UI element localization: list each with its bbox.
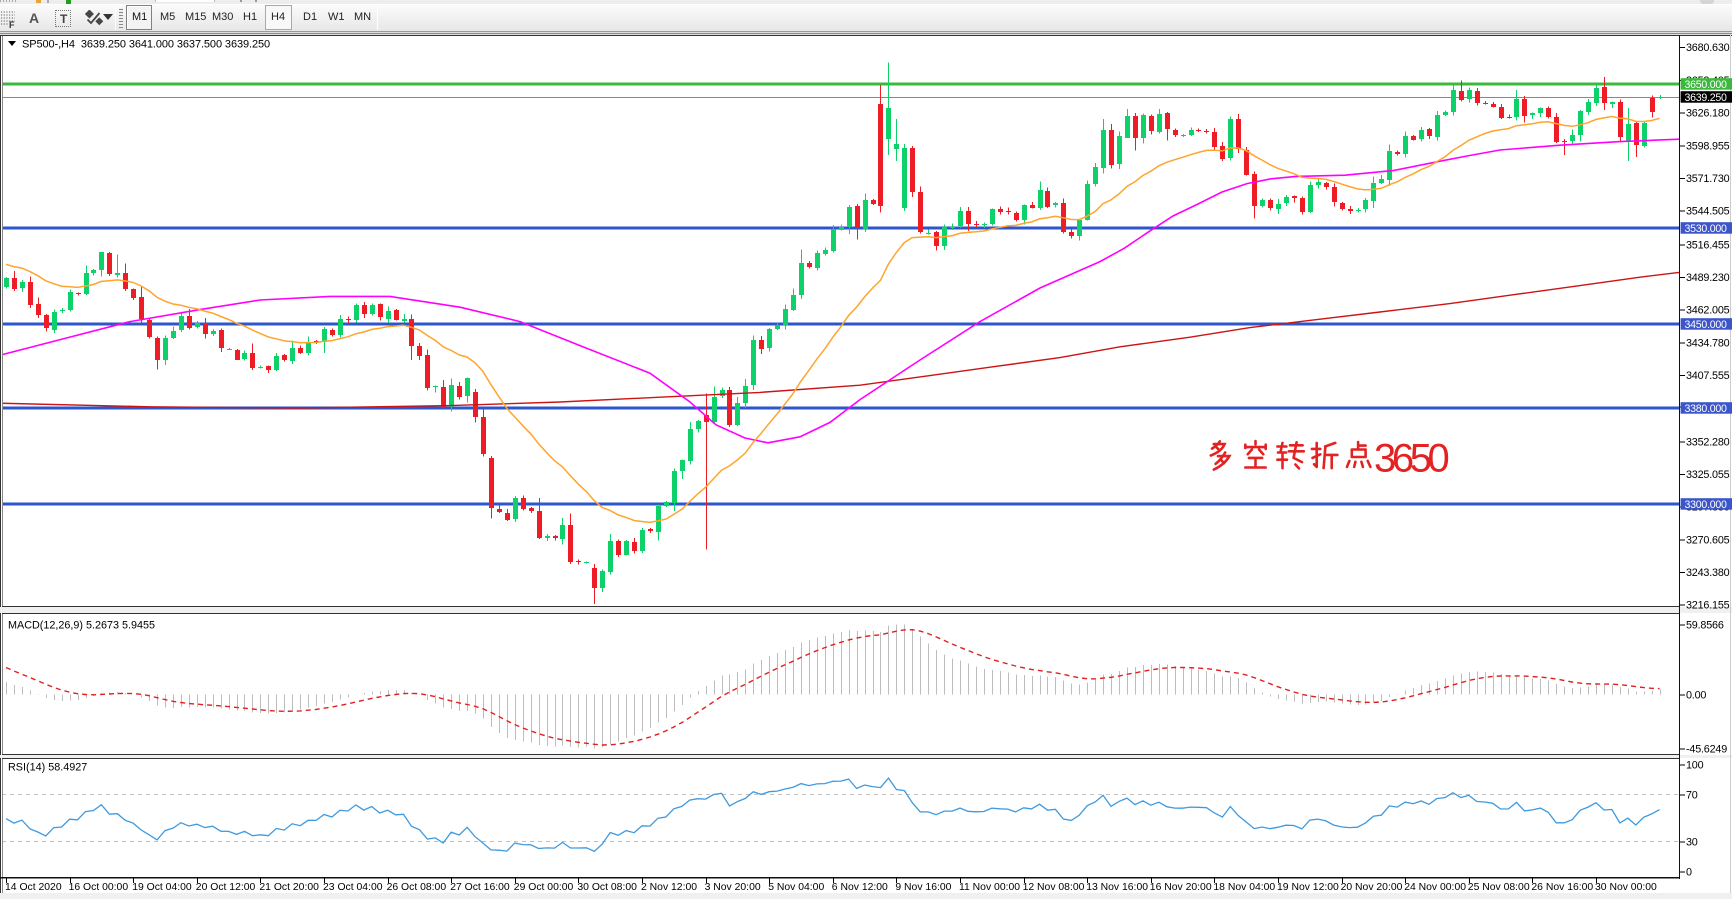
svg-text:2 Nov 12:00: 2 Nov 12:00 xyxy=(641,882,697,893)
svg-text:6 Nov 12:00: 6 Nov 12:00 xyxy=(832,882,888,893)
svg-text:3516.455: 3516.455 xyxy=(1686,239,1730,251)
svg-text:3243.380: 3243.380 xyxy=(1686,567,1730,579)
svg-text:5 Nov 04:00: 5 Nov 04:00 xyxy=(768,882,824,893)
svg-text:16 Nov 20:00: 16 Nov 20:00 xyxy=(1150,882,1212,893)
svg-text:3450.000: 3450.000 xyxy=(1685,319,1728,331)
svg-text:3300.000: 3300.000 xyxy=(1685,499,1728,511)
svg-text:3530.000: 3530.000 xyxy=(1685,223,1728,235)
svg-text:11 Nov 00:00: 11 Nov 00:00 xyxy=(959,882,1020,893)
svg-text:MACD(12,26,9) 5.2673 5.9455: MACD(12,26,9) 5.2673 5.9455 xyxy=(8,620,155,632)
svg-text:59.8566: 59.8566 xyxy=(1686,620,1724,632)
svg-text:16 Oct 00:00: 16 Oct 00:00 xyxy=(69,882,129,893)
svg-text:23 Oct 04:00: 23 Oct 04:00 xyxy=(323,882,383,893)
svg-text:3352.280: 3352.280 xyxy=(1686,436,1730,448)
svg-text:3598.955: 3598.955 xyxy=(1686,140,1730,152)
svg-text:SP500-,H4 3639.250 3641.000 3: SP500-,H4 3639.250 3641.000 3637.500 363… xyxy=(22,39,270,51)
svg-text:3680.630: 3680.630 xyxy=(1686,42,1730,54)
svg-text:27 Oct 16:00: 27 Oct 16:00 xyxy=(450,882,510,893)
svg-text:3571.730: 3571.730 xyxy=(1686,173,1730,185)
svg-text:9 Nov 16:00: 9 Nov 16:00 xyxy=(895,882,951,893)
svg-text:24 Nov 00:00: 24 Nov 00:00 xyxy=(1404,882,1466,893)
svg-text:-45.6249: -45.6249 xyxy=(1686,744,1727,756)
svg-text:3462.005: 3462.005 xyxy=(1686,305,1730,317)
svg-text:3489.230: 3489.230 xyxy=(1686,272,1730,284)
svg-text:12 Nov 08:00: 12 Nov 08:00 xyxy=(1023,882,1085,893)
svg-text:20 Nov 20:00: 20 Nov 20:00 xyxy=(1341,882,1403,893)
svg-text:3650.000: 3650.000 xyxy=(1685,79,1728,91)
svg-text:30 Oct 08:00: 30 Oct 08:00 xyxy=(577,882,637,893)
svg-text:3407.555: 3407.555 xyxy=(1686,370,1730,382)
svg-text:20 Oct 12:00: 20 Oct 12:00 xyxy=(196,882,256,893)
svg-text:3650: 3650 xyxy=(1374,437,1449,481)
svg-text:21 Oct 20:00: 21 Oct 20:00 xyxy=(259,882,319,893)
svg-text:26 Oct 08:00: 26 Oct 08:00 xyxy=(387,882,447,893)
svg-text:3639.250: 3639.250 xyxy=(1685,92,1728,104)
svg-text:13 Nov 16:00: 13 Nov 16:00 xyxy=(1086,882,1148,893)
svg-text:RSI(14) 58.4927: RSI(14) 58.4927 xyxy=(8,762,87,774)
svg-text:100: 100 xyxy=(1686,760,1704,772)
svg-text:3544.505: 3544.505 xyxy=(1686,206,1730,218)
svg-text:3216.155: 3216.155 xyxy=(1686,600,1730,612)
svg-text:30 Nov 00:00: 30 Nov 00:00 xyxy=(1595,882,1657,893)
svg-text:3434.780: 3434.780 xyxy=(1686,337,1730,349)
svg-text:18 Nov 04:00: 18 Nov 04:00 xyxy=(1213,882,1275,893)
svg-text:14 Oct 2020: 14 Oct 2020 xyxy=(5,882,62,893)
svg-text:3270.605: 3270.605 xyxy=(1686,534,1730,546)
svg-text:70: 70 xyxy=(1686,789,1698,801)
svg-text:30: 30 xyxy=(1686,836,1698,848)
svg-text:29 Oct 00:00: 29 Oct 00:00 xyxy=(514,882,574,893)
svg-text:3380.000: 3380.000 xyxy=(1685,403,1728,415)
svg-text:0.00: 0.00 xyxy=(1686,690,1706,702)
svg-text:26 Nov 16:00: 26 Nov 16:00 xyxy=(1531,882,1593,893)
svg-text:3325.055: 3325.055 xyxy=(1686,469,1730,481)
svg-text:25 Nov 08:00: 25 Nov 08:00 xyxy=(1468,882,1530,893)
svg-text:3626.180: 3626.180 xyxy=(1686,108,1730,120)
svg-text:0: 0 xyxy=(1686,867,1692,879)
svg-text:3 Nov 20:00: 3 Nov 20:00 xyxy=(705,882,761,893)
svg-text:19 Nov 12:00: 19 Nov 12:00 xyxy=(1277,882,1339,893)
svg-text:19 Oct 04:00: 19 Oct 04:00 xyxy=(132,882,192,893)
